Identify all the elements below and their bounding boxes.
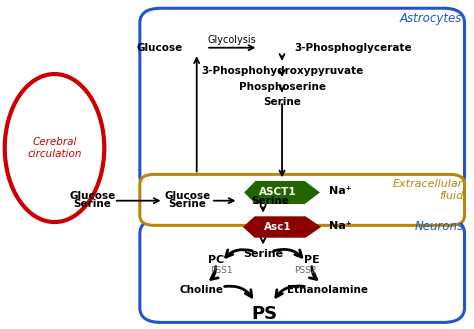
Text: PSS1: PSS1 xyxy=(210,266,233,275)
Text: ASCT1: ASCT1 xyxy=(258,188,296,197)
Ellipse shape xyxy=(5,74,104,222)
Polygon shape xyxy=(244,181,320,204)
Text: PSS2: PSS2 xyxy=(294,266,317,275)
Text: Na⁺: Na⁺ xyxy=(329,187,352,196)
Text: Asc1: Asc1 xyxy=(264,222,291,232)
Text: Glycolysis: Glycolysis xyxy=(208,35,256,45)
Text: Serine: Serine xyxy=(73,199,111,209)
Text: Choline: Choline xyxy=(180,285,223,295)
Text: Serine: Serine xyxy=(243,249,283,259)
Text: 3-Phosphoglycerate: 3-Phosphoglycerate xyxy=(294,43,411,53)
Polygon shape xyxy=(243,216,321,238)
FancyBboxPatch shape xyxy=(140,174,465,225)
FancyBboxPatch shape xyxy=(140,219,465,322)
Text: Astrocytes: Astrocytes xyxy=(400,12,462,25)
Text: Extracellular
fluid: Extracellular fluid xyxy=(393,179,464,201)
Text: PE: PE xyxy=(304,255,320,265)
Text: PS: PS xyxy=(251,305,277,323)
Text: Phosphoserine: Phosphoserine xyxy=(238,82,326,91)
FancyBboxPatch shape xyxy=(140,8,465,191)
Text: Glucose: Glucose xyxy=(136,43,182,53)
Text: Serine: Serine xyxy=(168,199,206,209)
Text: Serine: Serine xyxy=(251,196,289,206)
Text: 3-Phosphohydroxypyruvate: 3-Phosphohydroxypyruvate xyxy=(201,66,363,76)
Text: Glucose: Glucose xyxy=(69,191,116,201)
Text: Serine: Serine xyxy=(263,97,301,107)
Text: PC: PC xyxy=(208,255,224,265)
Text: Na⁺: Na⁺ xyxy=(329,221,352,231)
Text: Cerebral
circulation: Cerebral circulation xyxy=(27,137,82,159)
Text: Glucose: Glucose xyxy=(164,191,210,201)
Text: Neurons: Neurons xyxy=(414,220,464,234)
Text: Ethanolamine: Ethanolamine xyxy=(287,285,367,295)
